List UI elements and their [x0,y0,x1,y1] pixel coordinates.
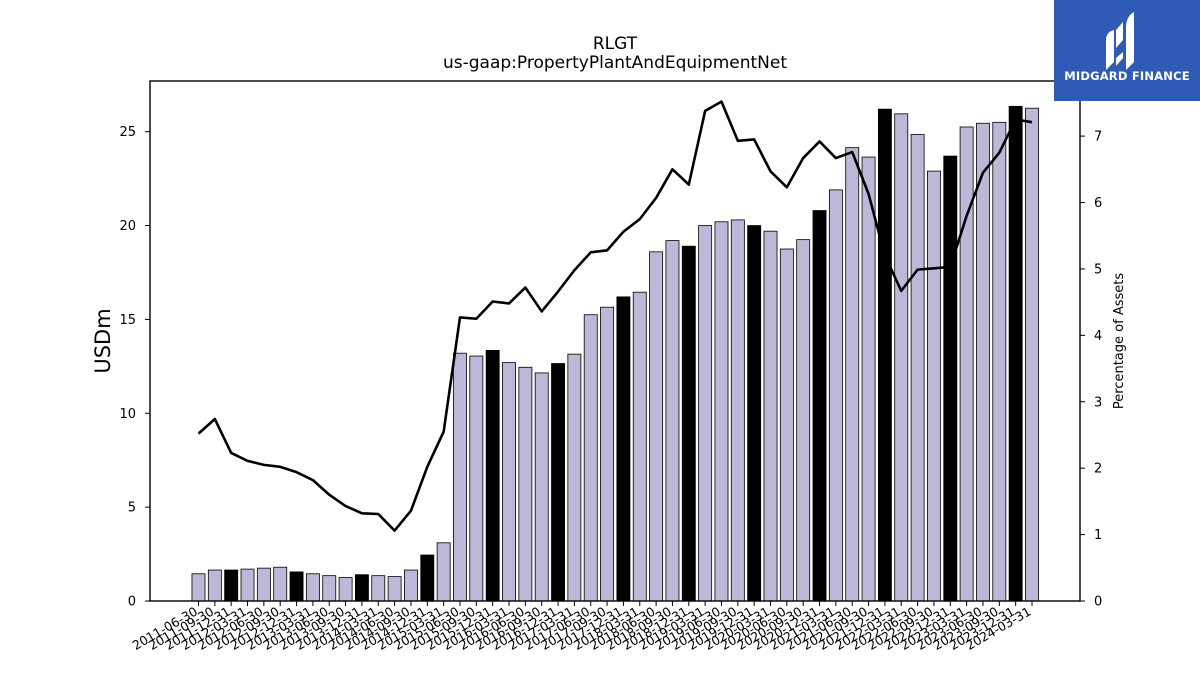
y-tick-label-5: 5 [128,501,136,516]
bar-2024-03-31 [1025,107,1039,602]
bar-2016-06-30 [518,366,533,602]
bar-2014-12-31 [420,554,435,602]
plot-frame [149,80,1081,602]
bar-2013-12-31 [354,574,369,602]
y2-tick-label-7: 7 [1094,130,1102,145]
chart-title: RLGT [593,34,638,54]
bar-2015-03-31 [436,542,451,602]
bar-2015-06-30 [453,352,467,602]
bar-2015-09-30 [469,355,484,602]
bar-2014-06-30 [387,576,402,602]
chart-subtitle: us-gaap:PropertyPlantAndEquipmentNet [443,53,787,73]
bar-2023-06-30 [976,122,990,602]
bar-series [191,105,1039,602]
y-axis-label: USDm [91,308,115,373]
bar-2023-12-31 [1008,105,1023,602]
y-tick-label-10: 10 [119,407,136,422]
bar-2020-09-30 [796,239,811,602]
brand-logo: MIDGARD FINANCE [1054,0,1200,101]
bar-2021-12-31 [877,108,892,602]
y2-axis-label: Percentage of Assets [1112,273,1127,409]
bar-2019-06-30 [714,221,729,602]
bar-2016-12-31 [551,363,565,602]
bar-2020-06-30 [779,248,794,602]
bar-2014-09-30 [404,569,418,602]
midgard-logo-icon [1106,12,1134,70]
bar-2019-03-31 [698,225,713,602]
y-tick-label-15: 15 [119,313,136,328]
bar-2021-06-30 [845,147,860,602]
bar-2021-03-31 [828,189,843,602]
bar-2015-12-31 [485,349,500,602]
left-y-axis: 0 5 10 15 20 25 [119,125,150,610]
bar-2022-06-30 [910,134,925,602]
y2-tick-label-4: 4 [1094,329,1102,344]
bar-2017-03-31 [567,353,582,602]
y-tick-label-0: 0 [128,595,136,610]
bar-2018-03-31 [632,291,647,602]
bar-2011-06-30 [191,573,206,602]
bar-2018-12-31 [681,245,696,602]
bar-2012-09-30 [273,566,288,602]
y2-tick-label-1: 1 [1094,528,1102,543]
bar-2017-09-30 [600,306,615,602]
line-series [197,100,1033,532]
bar-2013-03-31 [305,573,320,602]
bar-2018-09-30 [665,240,680,602]
bar-2014-03-31 [371,575,386,602]
bar-2016-09-30 [534,372,549,602]
bar-2017-12-31 [616,296,631,602]
x-axis: 2011-06-302011-09-302011-12-312012-03-31… [130,601,1034,653]
y2-tick-label-0: 0 [1094,595,1102,610]
bar-2016-03-31 [502,362,516,602]
bar-2011-09-30 [207,569,222,602]
bar-2013-09-30 [338,577,353,602]
bar-2012-03-31 [240,568,255,602]
bar-2022-12-31 [943,155,958,602]
brand-name: MIDGARD FINANCE [1064,69,1190,83]
bar-2012-12-31 [289,571,304,602]
bar-2020-03-31 [763,230,778,602]
y-tick-label-25: 25 [119,125,136,140]
bar-2022-03-31 [894,113,909,602]
bar-2017-06-30 [583,314,598,602]
y2-tick-label-3: 3 [1094,395,1102,410]
y2-tick-label-6: 6 [1094,196,1102,211]
percentage-line [197,100,1033,532]
bar-2011-12-31 [224,569,239,602]
y2-tick-label-2: 2 [1094,462,1102,477]
bar-2013-06-30 [322,575,337,602]
y2-tick-label-5: 5 [1094,262,1102,277]
bar-2018-06-30 [649,251,664,602]
bar-2023-03-31 [959,126,974,602]
bar-2023-09-30 [992,121,1007,602]
bar-2019-12-31 [747,225,762,602]
y-tick-label-20: 20 [119,219,136,234]
bar-2021-09-30 [861,156,876,602]
bar-2022-09-30 [927,170,941,602]
bar-2019-09-30 [730,219,745,602]
right-y-axis: 0 1 2 3 4 5 6 7 [1080,130,1102,610]
bar-2020-12-31 [812,210,827,602]
bar-2012-06-30 [256,567,271,602]
